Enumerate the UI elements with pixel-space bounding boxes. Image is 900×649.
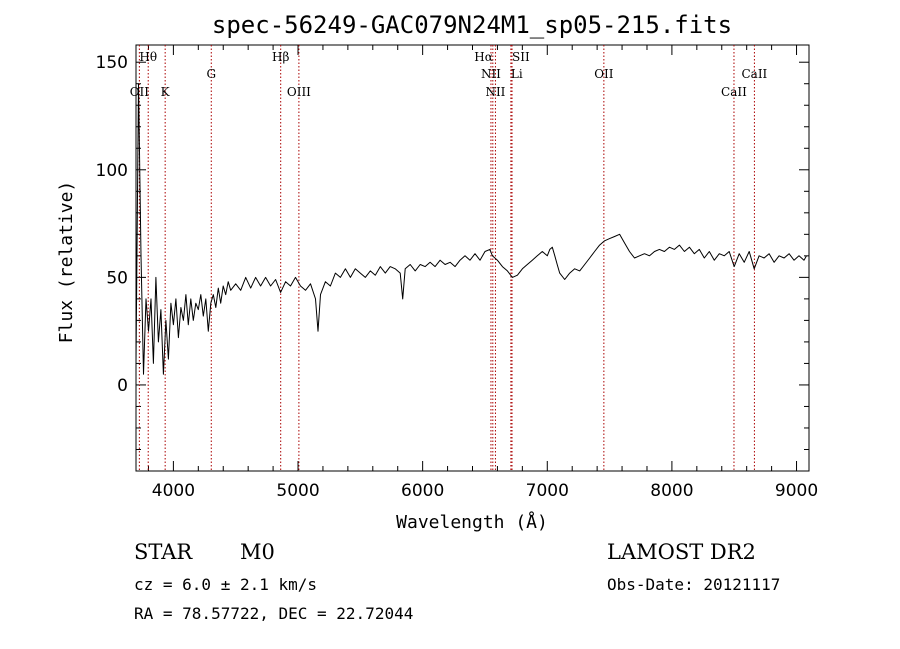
plot-frame [135, 44, 810, 472]
x-tick-label: 5000 [276, 481, 319, 501]
spectral-line-label: SII [512, 50, 530, 64]
survey-name: LAMOST DR2 [607, 540, 756, 564]
redshift-cz: cz = 6.0 ± 2.1 km/s [134, 575, 317, 594]
y-tick-label: 0 [117, 376, 128, 396]
flux-series-line [135, 83, 807, 375]
spectral-line-markers [138, 45, 755, 471]
spectral-line-label: NII [481, 67, 501, 81]
spectral-line-label: NII [485, 85, 505, 99]
spectral-line-label: OII [130, 85, 150, 99]
spectral-line-label: CaII [721, 85, 747, 99]
spectral-line-label: Hθ [139, 50, 157, 64]
spectral-line-label: Hβ [272, 50, 289, 64]
chart-title: spec-56249-GAC079N24M1_sp05-215.fits [212, 11, 732, 39]
x-tick-label: 6000 [401, 481, 444, 501]
x-axis-label: Wavelength (Å) [396, 511, 548, 533]
axis-ticks [136, 45, 809, 472]
x-tick-labels: 4000 5000 6000 7000 8000 9000 [152, 481, 818, 501]
spectral-line-label: Hα [474, 50, 493, 64]
y-axis-label: Flux (relative) [56, 181, 77, 344]
y-tick-labels: 0 50 100 150 [96, 53, 128, 396]
y-tick-label: 100 [96, 161, 128, 181]
coordinates: RA = 78.57722, DEC = 22.72044 [134, 604, 413, 623]
x-tick-label: 9000 [775, 481, 818, 501]
y-tick-label: 150 [96, 53, 128, 73]
x-tick-label: 8000 [650, 481, 693, 501]
flux-series-group [135, 83, 807, 375]
spectral-line-labels: OII Hθ K G Hβ OIII Hα NII NII SII Li OII CaII CaII [130, 50, 768, 99]
spectral-line-label: OIII [287, 85, 311, 99]
spectral-line-label: Li [511, 67, 523, 81]
x-tick-label: 4000 [152, 481, 195, 501]
spectral-line-label: OII [594, 67, 614, 81]
spectral-line-label: CaII [741, 67, 767, 81]
x-tick-label: 7000 [526, 481, 569, 501]
object-subclass: M0 [240, 540, 275, 564]
observation-date: Obs-Date: 20121117 [607, 575, 780, 594]
info-panel: STAR M0 cz = 6.0 ± 2.1 km/s RA = 78.5772… [134, 540, 780, 623]
y-tick-label: 50 [106, 268, 128, 288]
plot-area: 4000 5000 6000 7000 8000 9000 0 50 100 150 OII Hθ… [96, 44, 818, 501]
spectral-line-label: K [161, 85, 171, 99]
object-class: STAR [134, 540, 193, 564]
spectral-line-label: G [206, 67, 216, 81]
